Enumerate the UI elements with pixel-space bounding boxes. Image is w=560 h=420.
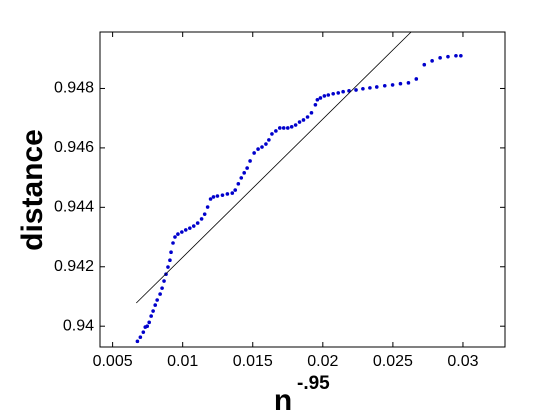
point bbox=[215, 194, 220, 198]
point bbox=[293, 123, 298, 127]
point bbox=[162, 279, 166, 283]
x-tick-label: 0.01 bbox=[167, 353, 198, 370]
point bbox=[267, 138, 271, 142]
point bbox=[270, 132, 274, 136]
point bbox=[398, 81, 403, 86]
point bbox=[459, 53, 463, 58]
point bbox=[199, 217, 204, 221]
point bbox=[220, 193, 225, 197]
point bbox=[260, 145, 264, 149]
x-axis-label: n bbox=[274, 384, 292, 417]
point bbox=[446, 54, 450, 59]
point bbox=[151, 309, 155, 313]
point bbox=[141, 330, 146, 334]
point bbox=[368, 86, 372, 90]
point bbox=[382, 83, 387, 88]
point bbox=[211, 195, 216, 199]
point bbox=[168, 258, 172, 263]
x-tick-label: 0.015 bbox=[233, 353, 273, 370]
point bbox=[202, 212, 207, 216]
point bbox=[183, 228, 188, 232]
point bbox=[305, 115, 310, 119]
point bbox=[160, 286, 164, 290]
point bbox=[277, 126, 282, 130]
point bbox=[430, 59, 434, 63]
point bbox=[233, 188, 238, 192]
y-tick-label: 0.942 bbox=[54, 258, 94, 275]
point bbox=[171, 241, 175, 245]
point bbox=[180, 230, 184, 234]
point bbox=[318, 96, 323, 100]
point bbox=[281, 126, 286, 130]
point bbox=[331, 92, 335, 96]
point bbox=[245, 166, 249, 170]
point bbox=[361, 86, 365, 91]
point bbox=[248, 159, 252, 163]
point bbox=[256, 147, 260, 151]
point bbox=[289, 124, 294, 129]
y-tick-label: 0.946 bbox=[54, 139, 94, 156]
point bbox=[135, 339, 140, 344]
point bbox=[390, 83, 395, 87]
point bbox=[149, 314, 153, 318]
point bbox=[264, 142, 268, 146]
point bbox=[239, 176, 244, 180]
point bbox=[414, 77, 419, 81]
point bbox=[336, 91, 341, 95]
point bbox=[153, 303, 158, 307]
point bbox=[188, 226, 192, 230]
x-tick-label: 0.03 bbox=[447, 353, 478, 370]
point bbox=[138, 335, 143, 339]
point bbox=[236, 182, 241, 186]
point bbox=[173, 235, 177, 239]
x-tick-label: 0.005 bbox=[93, 353, 133, 370]
point bbox=[313, 103, 318, 107]
x-tick-label: 0.02 bbox=[307, 353, 338, 370]
point bbox=[454, 53, 458, 58]
point bbox=[158, 292, 162, 296]
point bbox=[406, 81, 411, 85]
point bbox=[242, 171, 247, 175]
point bbox=[252, 151, 256, 155]
fit-line bbox=[136, 31, 412, 304]
point bbox=[315, 97, 320, 102]
y-tick-label: 0.94 bbox=[63, 317, 94, 334]
point bbox=[322, 94, 327, 98]
point bbox=[326, 93, 331, 97]
plot-frame bbox=[99, 31, 506, 348]
point bbox=[195, 221, 200, 225]
point bbox=[422, 62, 427, 67]
point bbox=[347, 89, 351, 93]
point bbox=[354, 88, 358, 92]
point bbox=[166, 265, 170, 269]
point bbox=[285, 126, 290, 130]
y-axis-label: distance bbox=[16, 129, 49, 251]
point bbox=[191, 224, 196, 228]
point bbox=[225, 192, 230, 196]
point bbox=[176, 232, 180, 236]
point bbox=[205, 205, 210, 209]
point bbox=[438, 56, 442, 60]
point bbox=[147, 320, 151, 325]
point bbox=[301, 118, 306, 122]
point bbox=[274, 129, 278, 133]
point bbox=[155, 298, 159, 302]
x-tick-label: 0.025 bbox=[373, 353, 413, 370]
y-tick-label: 0.948 bbox=[54, 80, 94, 97]
point bbox=[230, 191, 235, 195]
point bbox=[341, 89, 345, 94]
x-axis-label-superscript: -.95 bbox=[297, 373, 330, 394]
point bbox=[309, 111, 314, 115]
point bbox=[169, 250, 173, 255]
point bbox=[145, 324, 150, 328]
point bbox=[374, 85, 379, 89]
point bbox=[297, 120, 302, 124]
point bbox=[208, 197, 213, 201]
y-tick-label: 0.944 bbox=[54, 199, 94, 216]
